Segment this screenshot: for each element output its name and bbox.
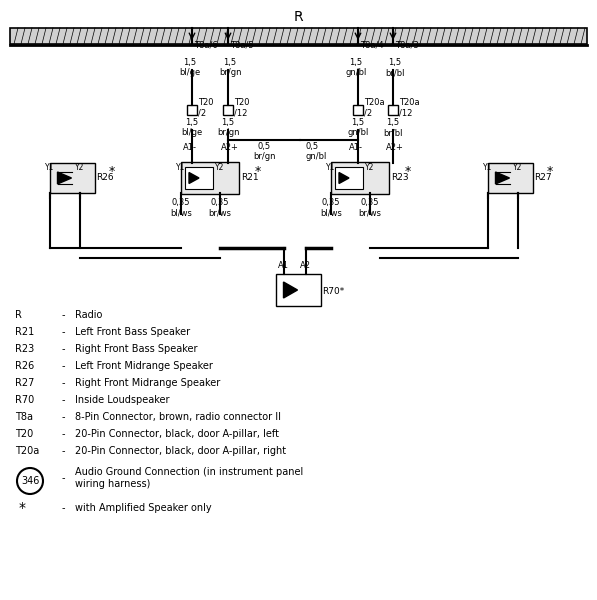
Text: 1,5
br/bl: 1,5 br/bl [385, 58, 405, 77]
Text: T8a/5: T8a/5 [230, 40, 254, 49]
Text: R26: R26 [97, 173, 114, 182]
Text: -: - [62, 473, 66, 483]
Text: T8a/4: T8a/4 [360, 40, 384, 49]
Text: R27: R27 [534, 173, 552, 182]
Text: Left Front Bass Speaker: Left Front Bass Speaker [75, 327, 190, 337]
Text: A1-: A1- [349, 143, 363, 152]
Text: Inside Loudspeaker: Inside Loudspeaker [75, 395, 170, 405]
Text: T20a
/2: T20a /2 [364, 98, 384, 118]
Text: *: * [254, 166, 261, 179]
Text: R21: R21 [15, 327, 34, 337]
Bar [275, 274, 321, 306]
Text: -: - [62, 503, 66, 513]
Text: 1,5
br/gn: 1,5 br/gn [219, 58, 241, 77]
Text: 0,35
bl/ws: 0,35 bl/ws [320, 198, 342, 217]
Text: 8-Pin Connector, brown, radio connector II: 8-Pin Connector, brown, radio connector … [75, 412, 281, 422]
Polygon shape [189, 173, 199, 184]
Text: T20
/12: T20 /12 [234, 98, 250, 118]
Text: -: - [62, 446, 66, 456]
Polygon shape [57, 172, 72, 184]
Text: 346: 346 [21, 476, 39, 486]
Text: R: R [15, 310, 22, 320]
Text: with Amplified Speaker only: with Amplified Speaker only [75, 503, 211, 513]
Text: R23: R23 [391, 173, 408, 182]
Text: -: - [62, 412, 66, 422]
Text: Y1: Y1 [45, 163, 55, 173]
Text: R26: R26 [15, 361, 34, 371]
Text: A2+: A2+ [386, 143, 404, 152]
Text: -: - [62, 344, 66, 354]
Text: Y2: Y2 [365, 163, 375, 173]
Bar [331, 162, 389, 194]
Text: A2+: A2+ [221, 143, 239, 152]
Text: T20a: T20a [15, 446, 39, 456]
Text: R: R [293, 10, 303, 24]
Text: A1-: A1- [183, 143, 197, 152]
Text: Left Front Midrange Speaker: Left Front Midrange Speaker [75, 361, 213, 371]
Text: Right Front Bass Speaker: Right Front Bass Speaker [75, 344, 198, 354]
Text: 1,5
gn/bl: 1,5 gn/bl [345, 58, 367, 77]
Bar [335, 167, 363, 189]
Text: A2: A2 [300, 261, 311, 270]
Text: Y2: Y2 [75, 163, 85, 173]
Text: 0,35
br/ws: 0,35 br/ws [208, 198, 232, 217]
Bar [185, 167, 213, 189]
Text: 1,5
bl/ge: 1,5 bl/ge [179, 58, 201, 77]
Text: -: - [62, 395, 66, 405]
Bar [187, 105, 197, 115]
Text: 1,5
br/bl: 1,5 br/bl [383, 118, 403, 137]
Text: 0,35
bl/ws: 0,35 bl/ws [170, 198, 192, 217]
Text: 0,35
br/ws: 0,35 br/ws [359, 198, 381, 217]
Polygon shape [284, 282, 297, 298]
Text: Y1: Y1 [176, 163, 186, 173]
Text: R21: R21 [241, 173, 259, 182]
Text: *: * [405, 166, 411, 179]
Polygon shape [496, 172, 509, 184]
Text: 1,5
br/gn: 1,5 br/gn [217, 118, 239, 137]
Bar [181, 162, 239, 194]
Text: Y1: Y1 [327, 163, 336, 173]
Text: -: - [62, 429, 66, 439]
Text: T20
/2: T20 /2 [198, 98, 214, 118]
Text: T8a/3: T8a/3 [395, 40, 418, 49]
Bar [50, 163, 94, 193]
Bar [10, 28, 587, 44]
Text: 20-Pin Connector, black, door A-pillar, left: 20-Pin Connector, black, door A-pillar, … [75, 429, 279, 439]
Text: Y1: Y1 [484, 163, 493, 173]
Text: -: - [62, 310, 66, 320]
Text: Radio: Radio [75, 310, 102, 320]
Circle shape [17, 468, 43, 494]
Text: T20a
/12: T20a /12 [399, 98, 420, 118]
Text: Right Front Midrange Speaker: Right Front Midrange Speaker [75, 378, 220, 388]
Text: 20-Pin Connector, black, door A-pillar, right: 20-Pin Connector, black, door A-pillar, … [75, 446, 286, 456]
Text: T20: T20 [15, 429, 33, 439]
Text: 1,5
gn/bl: 1,5 gn/bl [347, 118, 369, 137]
Bar [353, 105, 363, 115]
Text: R23: R23 [15, 344, 34, 354]
Text: Y2: Y2 [216, 163, 224, 173]
Text: Y2: Y2 [513, 163, 523, 173]
Bar [488, 163, 533, 193]
Text: A1: A1 [278, 261, 289, 270]
Text: Audio Ground Connection (in instrument panel
wiring harness): Audio Ground Connection (in instrument p… [75, 467, 303, 489]
Text: -: - [62, 361, 66, 371]
Text: 0,5
gn/bl: 0,5 gn/bl [305, 142, 327, 161]
Text: R70: R70 [15, 395, 34, 405]
Text: 0,5
br/gn: 0,5 br/gn [253, 142, 275, 161]
Text: -: - [62, 378, 66, 388]
Text: R27: R27 [15, 378, 35, 388]
Bar [388, 105, 398, 115]
Polygon shape [339, 173, 349, 184]
Text: *: * [19, 501, 26, 515]
Text: -: - [62, 327, 66, 337]
Text: *: * [546, 166, 553, 179]
Text: T8a: T8a [15, 412, 33, 422]
Text: R70*: R70* [322, 287, 344, 296]
Bar [223, 105, 233, 115]
Text: T8a/6: T8a/6 [194, 40, 218, 49]
Text: 1,5
bl/ge: 1,5 bl/ge [181, 118, 202, 137]
Text: *: * [109, 166, 115, 179]
